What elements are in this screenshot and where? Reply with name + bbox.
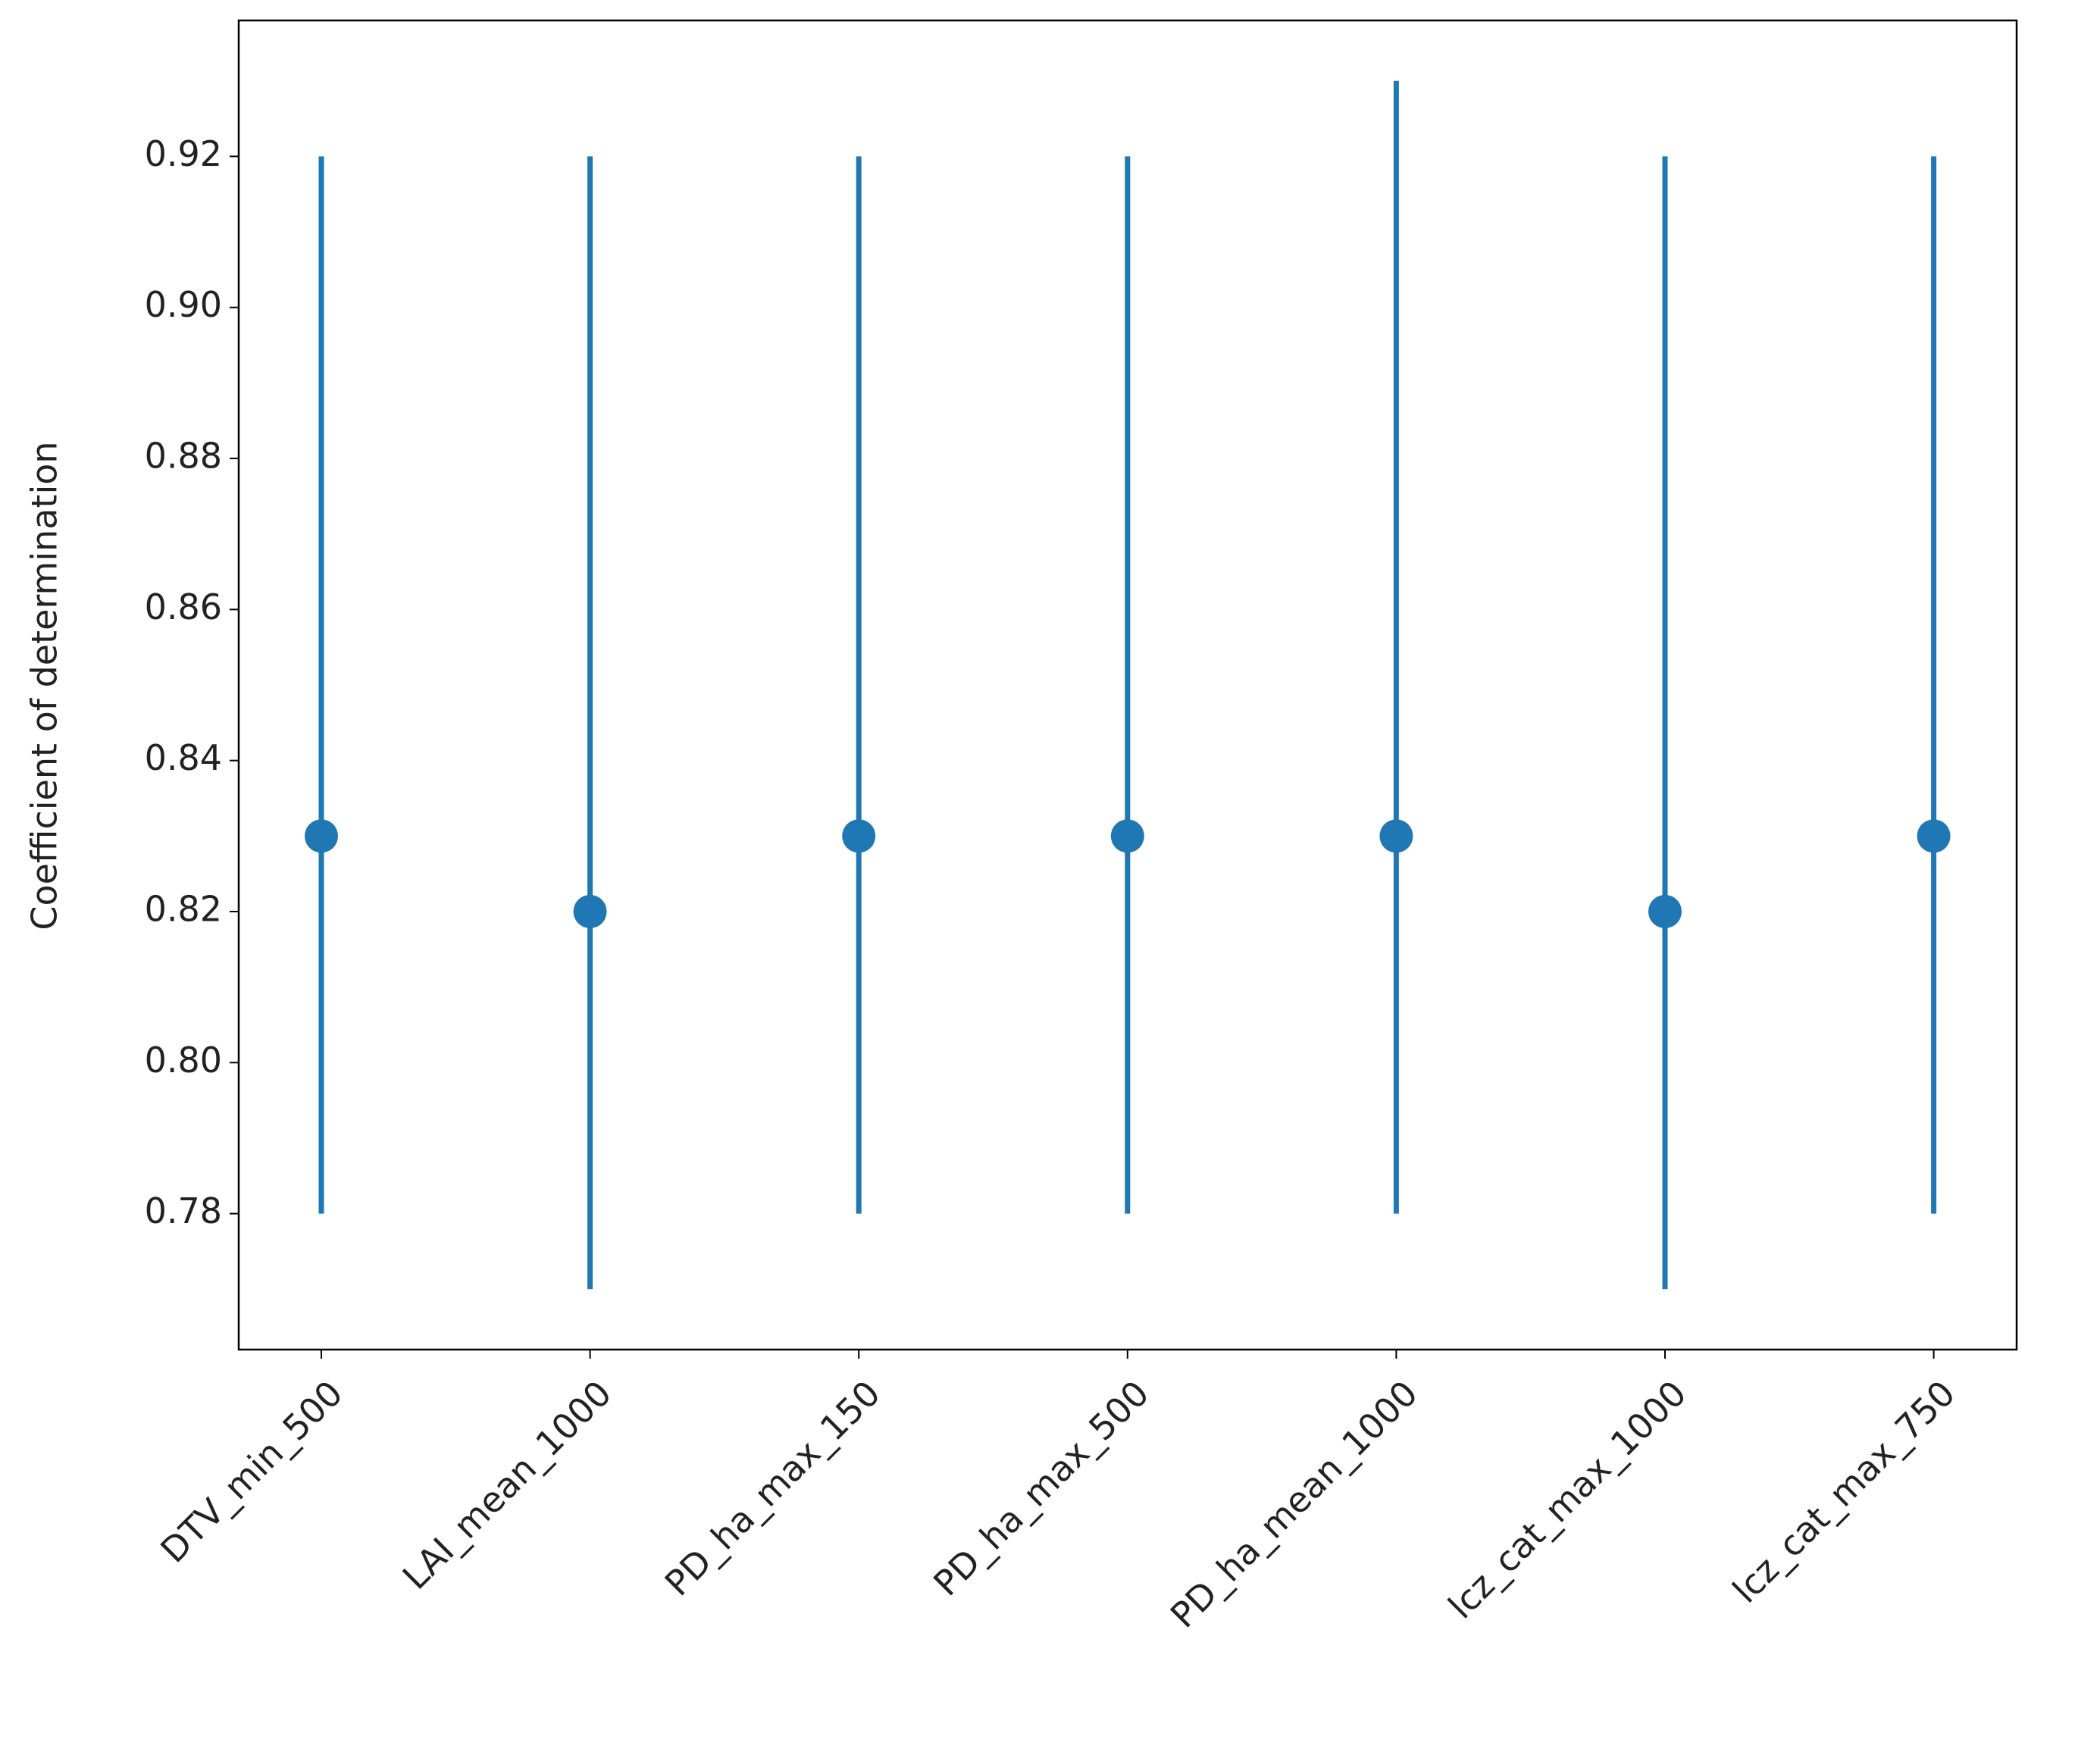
y-axis-label: Coefficient of determination xyxy=(24,441,65,930)
y-tick-label: 0.86 xyxy=(145,587,222,627)
point xyxy=(305,819,338,853)
point xyxy=(1379,819,1413,853)
y-tick-label: 0.88 xyxy=(145,436,222,477)
plot-frame xyxy=(237,19,2018,1351)
point xyxy=(1917,819,1951,853)
point xyxy=(842,819,876,853)
point xyxy=(573,894,607,928)
y-tick-label: 0.90 xyxy=(145,284,222,325)
y-tick-label: 0.84 xyxy=(145,737,222,778)
y-tick-label: 0.92 xyxy=(145,133,222,174)
y-tick-label: 0.78 xyxy=(145,1190,222,1231)
y-tick-label: 0.82 xyxy=(145,888,222,929)
y-tick-label: 0.80 xyxy=(145,1040,222,1081)
point xyxy=(1110,819,1144,853)
point xyxy=(1648,894,1682,928)
